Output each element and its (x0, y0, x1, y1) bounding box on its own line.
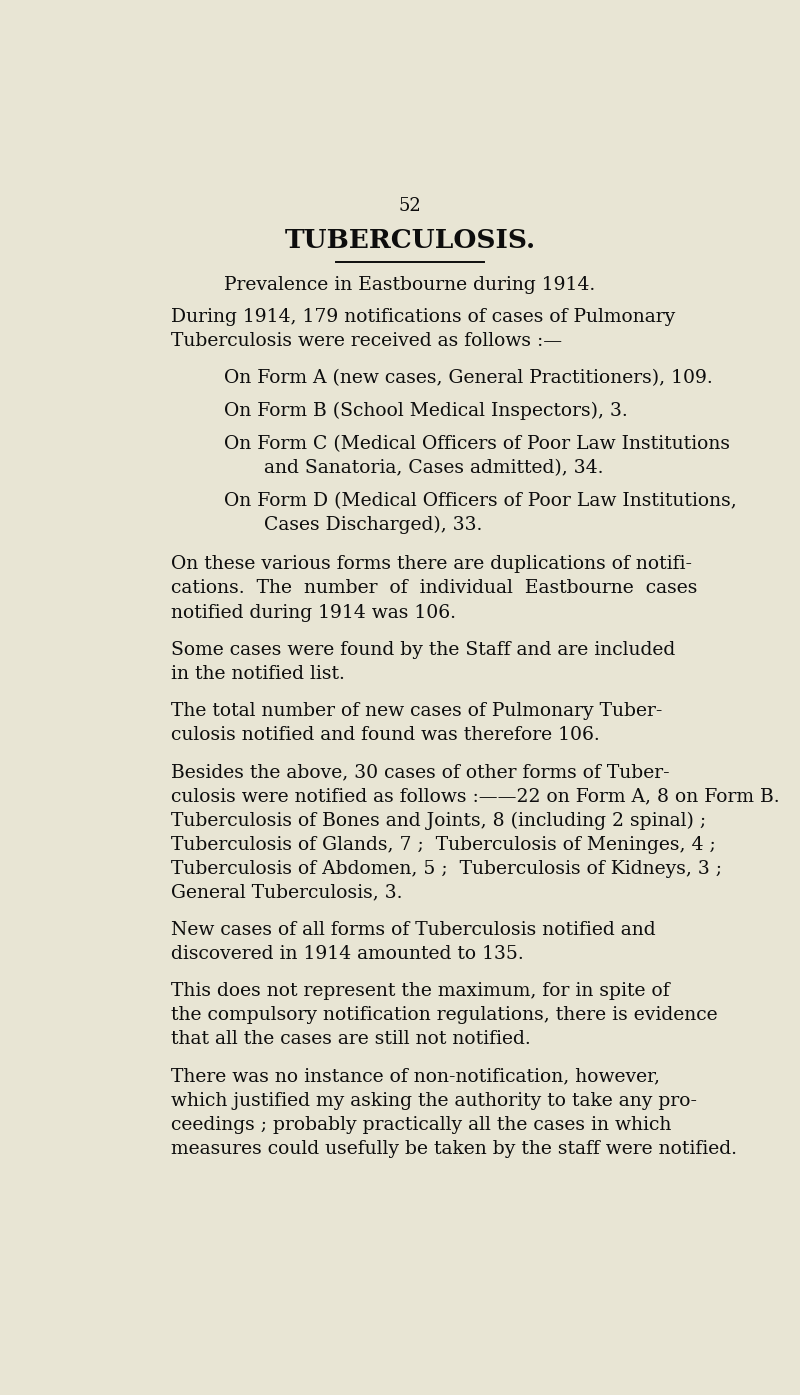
Text: On Form C (Medical Officers of Poor Law Institutions: On Form C (Medical Officers of Poor Law … (224, 435, 730, 453)
Text: ceedings ; probably practically all the cases in which: ceedings ; probably practically all the … (171, 1116, 672, 1134)
Text: Besides the above, 30 cases of other forms of Tuber-: Besides the above, 30 cases of other for… (171, 763, 670, 781)
Text: Cases Discharged), 33.: Cases Discharged), 33. (264, 516, 482, 534)
Text: cations.  The  number  of  individual  Eastbourne  cases: cations. The number of individual Eastbo… (171, 579, 698, 597)
Text: culosis notified and found was therefore 106.: culosis notified and found was therefore… (171, 725, 600, 744)
Text: General Tuberculosis, 3.: General Tuberculosis, 3. (171, 884, 403, 901)
Text: On these various forms there are duplications of notifi-: On these various forms there are duplica… (171, 555, 692, 573)
Text: measures could usefully be taken by the staff were notified.: measures could usefully be taken by the … (171, 1140, 738, 1158)
Text: Tuberculosis were received as follows :—: Tuberculosis were received as follows :— (171, 332, 562, 350)
Text: Prevalence in Eastbourne during 1914.: Prevalence in Eastbourne during 1914. (224, 276, 596, 294)
Text: culosis were notified as follows :——22 on Form A, 8 on Form B.: culosis were notified as follows :——22 o… (171, 787, 780, 805)
Text: Tuberculosis of Glands, 7 ;  Tuberculosis of Meninges, 4 ;: Tuberculosis of Glands, 7 ; Tuberculosis… (171, 836, 716, 854)
Text: that all the cases are still not notified.: that all the cases are still not notifie… (171, 1031, 531, 1049)
Text: Some cases were found by the Staff and are included: Some cases were found by the Staff and a… (171, 640, 675, 658)
Text: the compulsory notification regulations, there is evidence: the compulsory notification regulations,… (171, 1006, 718, 1024)
Text: This does not represent the maximum, for in spite of: This does not represent the maximum, for… (171, 982, 670, 1000)
Text: Tuberculosis of Bones and Joints, 8 (including 2 spinal) ;: Tuberculosis of Bones and Joints, 8 (inc… (171, 812, 706, 830)
Text: 52: 52 (398, 198, 422, 215)
Text: During 1914, 179 notifications of cases of Pulmonary: During 1914, 179 notifications of cases … (171, 308, 675, 326)
Text: notified during 1914 was 106.: notified during 1914 was 106. (171, 604, 456, 622)
Text: discovered in 1914 amounted to 135.: discovered in 1914 amounted to 135. (171, 944, 524, 963)
Text: Tuberculosis of Abdomen, 5 ;  Tuberculosis of Kidneys, 3 ;: Tuberculosis of Abdomen, 5 ; Tuberculosi… (171, 859, 722, 877)
Text: New cases of all forms of Tuberculosis notified and: New cases of all forms of Tuberculosis n… (171, 921, 656, 939)
Text: The total number of new cases of Pulmonary Tuber-: The total number of new cases of Pulmona… (171, 702, 662, 720)
Text: On Form D (Medical Officers of Poor Law Institutions,: On Form D (Medical Officers of Poor Law … (224, 492, 737, 509)
Text: and Sanatoria, Cases admitted), 34.: and Sanatoria, Cases admitted), 34. (264, 459, 604, 477)
Text: There was no instance of non-notification, however,: There was no instance of non-notificatio… (171, 1067, 660, 1085)
Text: which justified my asking the authority to take any pro-: which justified my asking the authority … (171, 1092, 698, 1109)
Text: On Form A (new cases, General Practitioners), 109.: On Form A (new cases, General Practition… (224, 370, 713, 388)
Text: TUBERCULOSIS.: TUBERCULOSIS. (285, 227, 535, 252)
Text: On Form B (School Medical Inspectors), 3.: On Form B (School Medical Inspectors), 3… (224, 402, 628, 420)
Text: in the notified list.: in the notified list. (171, 665, 345, 682)
